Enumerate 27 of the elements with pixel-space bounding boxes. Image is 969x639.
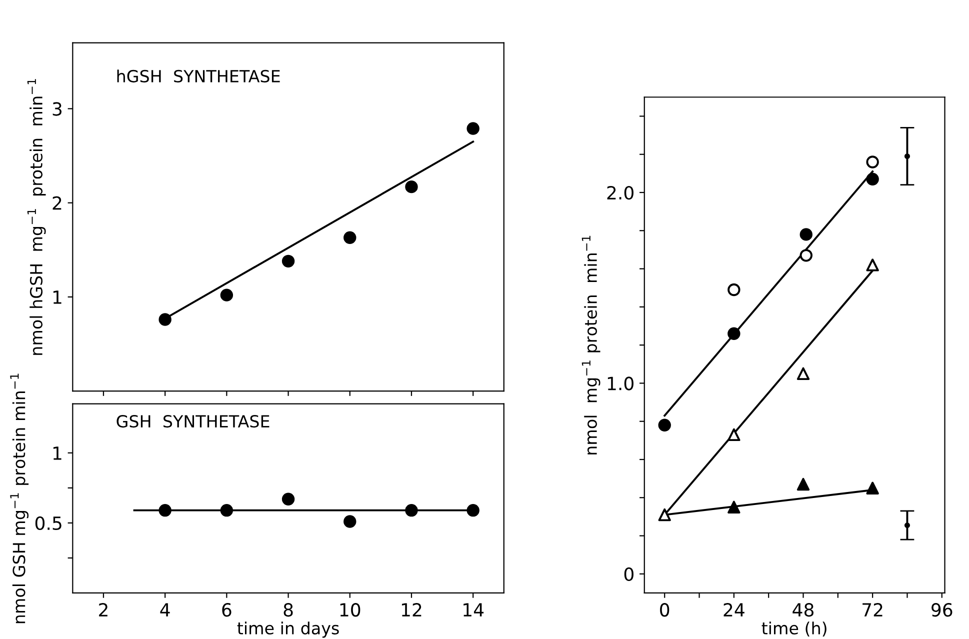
- y-tick-label: 0: [624, 567, 634, 582]
- annotation: GSH SYNTHETASE: [116, 414, 270, 428]
- x-tick-label: 8: [284, 603, 293, 617]
- x-tick-label: 0: [660, 603, 670, 617]
- annotation: hGSH SYNTHETASE: [117, 70, 280, 82]
- x-tick-label: 6: [222, 603, 232, 617]
- x-tick-label: 2: [99, 603, 108, 616]
- y-tick-label: 2: [52, 196, 62, 210]
- x-tick-label: 14: [464, 603, 484, 616]
- x-tick-label: 4: [160, 603, 170, 616]
- x-tick-label: 96: [932, 603, 952, 617]
- y-tick-label: 1: [53, 446, 62, 460]
- y-tick-label: 3: [52, 102, 62, 116]
- y-axis-title: nmol hGSH mg$^{−1}$ protein min$^{−1}$: [27, 79, 46, 355]
- y-axis-title: nmol GSH mg$^{−1}$ protein min$^{−1}$: [10, 374, 29, 624]
- y-tick-label: 1.0: [608, 376, 634, 390]
- y-tick-label: 0.5: [35, 516, 62, 530]
- x-axis-title: time in days: [237, 622, 339, 638]
- y-tick-label: 1: [53, 290, 62, 304]
- x-tick-label: 48: [792, 603, 814, 617]
- y-axis-title: nmol mg$^{−1}$ protein min$^{−1}$: [582, 236, 600, 454]
- x-axis-title: time (h): [762, 622, 826, 636]
- x-tick-label: 12: [402, 603, 422, 616]
- y-tick-label: 2.0: [607, 186, 634, 200]
- x-tick-label: 24: [724, 603, 744, 616]
- x-tick-label: 72: [862, 603, 882, 616]
- x-tick-label: 10: [340, 603, 360, 617]
